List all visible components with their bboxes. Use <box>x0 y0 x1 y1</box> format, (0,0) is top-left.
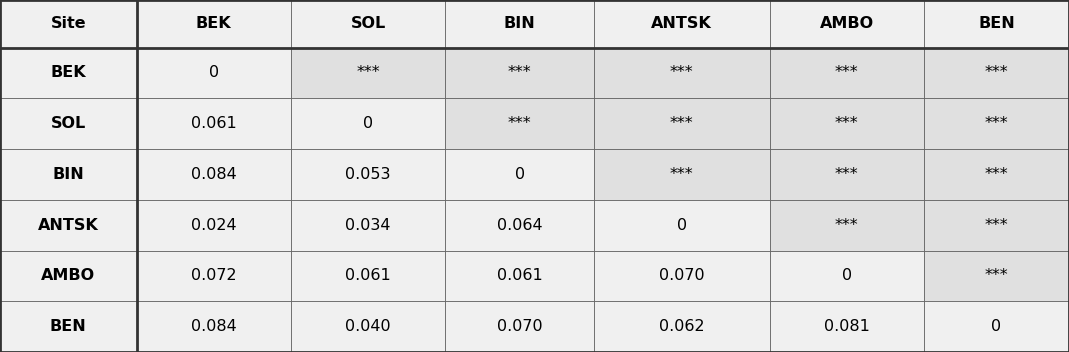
Bar <box>137 98 291 149</box>
Text: 0.053: 0.053 <box>345 167 391 182</box>
Bar <box>446 0 594 48</box>
Bar <box>137 149 291 200</box>
Bar <box>291 0 446 48</box>
Text: 0.061: 0.061 <box>497 268 543 283</box>
Text: ***: *** <box>508 116 531 131</box>
Text: ***: *** <box>835 167 858 182</box>
Text: 0: 0 <box>363 116 373 131</box>
Bar <box>291 98 446 149</box>
Text: ANTSK: ANTSK <box>37 218 98 233</box>
Bar <box>446 251 594 301</box>
Bar <box>770 48 924 98</box>
Bar <box>770 200 924 251</box>
Text: ***: *** <box>835 65 858 80</box>
Text: BEN: BEN <box>978 16 1014 31</box>
Bar <box>446 149 594 200</box>
Bar <box>291 200 446 251</box>
Bar <box>770 98 924 149</box>
Text: 0.040: 0.040 <box>345 319 391 334</box>
Text: ***: *** <box>835 116 858 131</box>
Text: ***: *** <box>835 218 858 233</box>
Bar <box>446 200 594 251</box>
Bar <box>137 200 291 251</box>
Text: ***: *** <box>508 65 531 80</box>
Bar <box>924 0 1069 48</box>
Text: 0: 0 <box>991 319 1002 334</box>
Text: ***: *** <box>985 65 1008 80</box>
Text: ***: *** <box>985 268 1008 283</box>
Bar <box>446 98 594 149</box>
Bar <box>446 48 594 98</box>
Text: 0.070: 0.070 <box>659 268 704 283</box>
Text: 0.084: 0.084 <box>191 167 236 182</box>
Text: AMBO: AMBO <box>42 268 95 283</box>
Bar <box>291 301 446 352</box>
Bar <box>137 48 291 98</box>
Bar <box>924 149 1069 200</box>
Bar <box>0 98 137 149</box>
Text: 0.061: 0.061 <box>191 116 236 131</box>
Bar <box>594 301 770 352</box>
Bar <box>770 251 924 301</box>
Bar <box>594 48 770 98</box>
Text: ***: *** <box>670 167 694 182</box>
Text: 0.034: 0.034 <box>345 218 391 233</box>
Bar <box>770 0 924 48</box>
Bar <box>924 98 1069 149</box>
Text: ANTSK: ANTSK <box>651 16 712 31</box>
Bar <box>770 149 924 200</box>
Bar <box>291 48 446 98</box>
Text: 0.062: 0.062 <box>659 319 704 334</box>
Bar <box>0 251 137 301</box>
Text: 0.024: 0.024 <box>191 218 236 233</box>
Bar <box>137 251 291 301</box>
Text: BEN: BEN <box>50 319 87 334</box>
Text: BEK: BEK <box>196 16 232 31</box>
Bar <box>924 251 1069 301</box>
Bar <box>924 301 1069 352</box>
Bar <box>291 149 446 200</box>
Bar <box>594 98 770 149</box>
Text: ***: *** <box>670 116 694 131</box>
Text: 0.084: 0.084 <box>191 319 236 334</box>
Bar <box>594 251 770 301</box>
Text: 0: 0 <box>677 218 687 233</box>
Bar <box>446 301 594 352</box>
Text: 0.061: 0.061 <box>345 268 391 283</box>
Bar <box>594 200 770 251</box>
Bar <box>770 301 924 352</box>
Text: BIN: BIN <box>503 16 536 31</box>
Text: 0.064: 0.064 <box>497 218 542 233</box>
Text: ***: *** <box>985 167 1008 182</box>
Text: 0: 0 <box>514 167 525 182</box>
Text: SOL: SOL <box>351 16 386 31</box>
Text: SOL: SOL <box>50 116 86 131</box>
Text: 0: 0 <box>208 65 219 80</box>
Text: ***: *** <box>670 65 694 80</box>
Bar <box>594 0 770 48</box>
Bar <box>924 200 1069 251</box>
Text: ***: *** <box>356 65 379 80</box>
Text: AMBO: AMBO <box>820 16 874 31</box>
Bar <box>0 48 137 98</box>
Bar <box>924 48 1069 98</box>
Text: ***: *** <box>985 116 1008 131</box>
Bar <box>0 0 137 48</box>
Text: BIN: BIN <box>52 167 84 182</box>
Text: 0.072: 0.072 <box>191 268 236 283</box>
Text: BEK: BEK <box>50 65 87 80</box>
Bar <box>0 149 137 200</box>
Bar <box>137 0 291 48</box>
Bar <box>137 301 291 352</box>
Bar <box>291 251 446 301</box>
Text: Site: Site <box>50 16 87 31</box>
Text: 0.081: 0.081 <box>824 319 870 334</box>
Bar <box>0 301 137 352</box>
Text: 0.070: 0.070 <box>497 319 542 334</box>
Text: 0: 0 <box>841 268 852 283</box>
Bar <box>594 149 770 200</box>
Text: ***: *** <box>985 218 1008 233</box>
Bar <box>0 200 137 251</box>
